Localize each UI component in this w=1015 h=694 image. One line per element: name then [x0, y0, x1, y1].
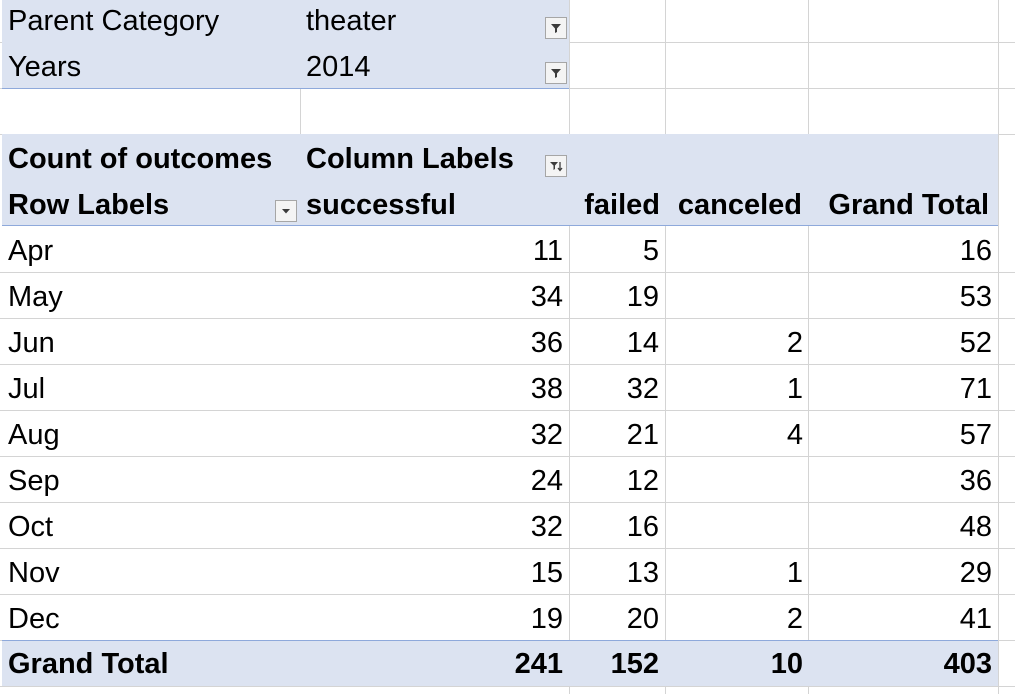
- cell-total: 71: [959, 373, 992, 405]
- cell-total: 41: [959, 603, 992, 635]
- row-label: Apr: [8, 235, 54, 267]
- cell-successful: 34: [530, 281, 563, 313]
- gridline: [0, 410, 1015, 411]
- cell-failed: 14: [626, 327, 659, 359]
- row-labels-filter-button[interactable]: [275, 200, 297, 222]
- cell-successful: 24: [530, 465, 563, 497]
- cell-total: 48: [959, 511, 992, 543]
- gridline: [0, 502, 1015, 503]
- cell-canceled: 1: [786, 373, 803, 405]
- column-labels-filter-button[interactable]: [545, 155, 567, 177]
- gridline: [0, 548, 1015, 549]
- cell-total: 57: [959, 419, 992, 451]
- row-label: Aug: [8, 419, 60, 451]
- sort-filter-icon: [550, 162, 563, 172]
- value-header: Count of outcomes: [8, 143, 273, 175]
- filter-area: [2, 0, 569, 88]
- row-label: Jul: [8, 373, 46, 405]
- cell-failed: 13: [626, 557, 659, 589]
- gridline: [998, 0, 999, 694]
- pivot-header-border: [2, 225, 998, 226]
- cell-failed: 21: [626, 419, 659, 451]
- cell-canceled: 2: [786, 603, 803, 635]
- row-label: Oct: [8, 511, 54, 543]
- cell-successful: 36: [530, 327, 563, 359]
- cell-canceled: 4: [786, 419, 803, 451]
- gridline: [569, 0, 570, 694]
- row-labels-header: Row Labels: [8, 189, 170, 221]
- cell-successful: 38: [530, 373, 563, 405]
- filter-dropdown-icon: [551, 24, 561, 33]
- pivot-header: [2, 134, 998, 226]
- grand-total-label: Grand Total: [8, 648, 169, 680]
- cell-total: 53: [959, 281, 992, 313]
- gridline: [0, 456, 1015, 457]
- grand-total-total: 403: [943, 648, 992, 680]
- row-label: Jun: [8, 327, 55, 359]
- cell-successful: 32: [530, 419, 563, 451]
- cell-failed: 5: [642, 235, 659, 267]
- cell-successful: 11: [532, 235, 563, 267]
- column-header-failed: failed: [584, 189, 660, 221]
- column-header-successful: successful: [306, 189, 456, 221]
- gridline: [0, 318, 1015, 319]
- gridline: [0, 594, 1015, 595]
- grand-total-successful: 241: [514, 648, 563, 680]
- filter-label-years: Years: [8, 51, 82, 83]
- cell-failed: 16: [626, 511, 659, 543]
- cell-canceled: [666, 228, 803, 274]
- grand-total-canceled: 10: [770, 648, 803, 680]
- cell-canceled: [666, 504, 803, 550]
- cell-total: 36: [959, 465, 992, 497]
- cell-canceled: [666, 274, 803, 320]
- filter-area-border: [2, 88, 569, 89]
- cell-total: 16: [959, 235, 992, 267]
- column-labels-header: Column Labels: [306, 143, 514, 175]
- column-header-grand-total: Grand Total: [828, 189, 989, 221]
- filter-button-parent-category[interactable]: [545, 17, 567, 39]
- filter-value-years: 2014: [306, 51, 371, 83]
- column-header-canceled: canceled: [677, 189, 802, 221]
- cell-canceled: 1: [786, 557, 803, 589]
- cell-failed: 20: [626, 603, 659, 635]
- row-label: Dec: [8, 603, 60, 635]
- cell-failed: 19: [626, 281, 659, 313]
- gridline: [0, 364, 1015, 365]
- cell-canceled: 2: [786, 327, 803, 359]
- gridline: [665, 0, 666, 694]
- cell-successful: 32: [530, 511, 563, 543]
- filter-button-years[interactable]: [545, 62, 567, 84]
- cell-total: 52: [959, 327, 992, 359]
- filter-label-parent-category: Parent Category: [8, 5, 220, 37]
- row-label: Sep: [8, 465, 60, 497]
- cell-canceled: [666, 458, 803, 504]
- cell-total: 29: [959, 557, 992, 589]
- row-label: Nov: [8, 557, 60, 589]
- cell-successful: 19: [530, 603, 563, 635]
- cell-failed: 32: [626, 373, 659, 405]
- gridline: [0, 272, 1015, 273]
- filter-value-parent-category: theater: [306, 5, 397, 37]
- cell-failed: 12: [626, 465, 659, 497]
- row-label: May: [8, 281, 63, 313]
- filter-dropdown-icon: [551, 69, 561, 78]
- grand-total-row: [2, 641, 998, 686]
- gridline: [808, 0, 809, 694]
- grand-total-failed: 152: [610, 648, 659, 680]
- gridline: [0, 686, 1015, 687]
- grand-total-border: [2, 640, 998, 641]
- cell-successful: 15: [530, 557, 563, 589]
- chevron-down-icon: [282, 209, 290, 214]
